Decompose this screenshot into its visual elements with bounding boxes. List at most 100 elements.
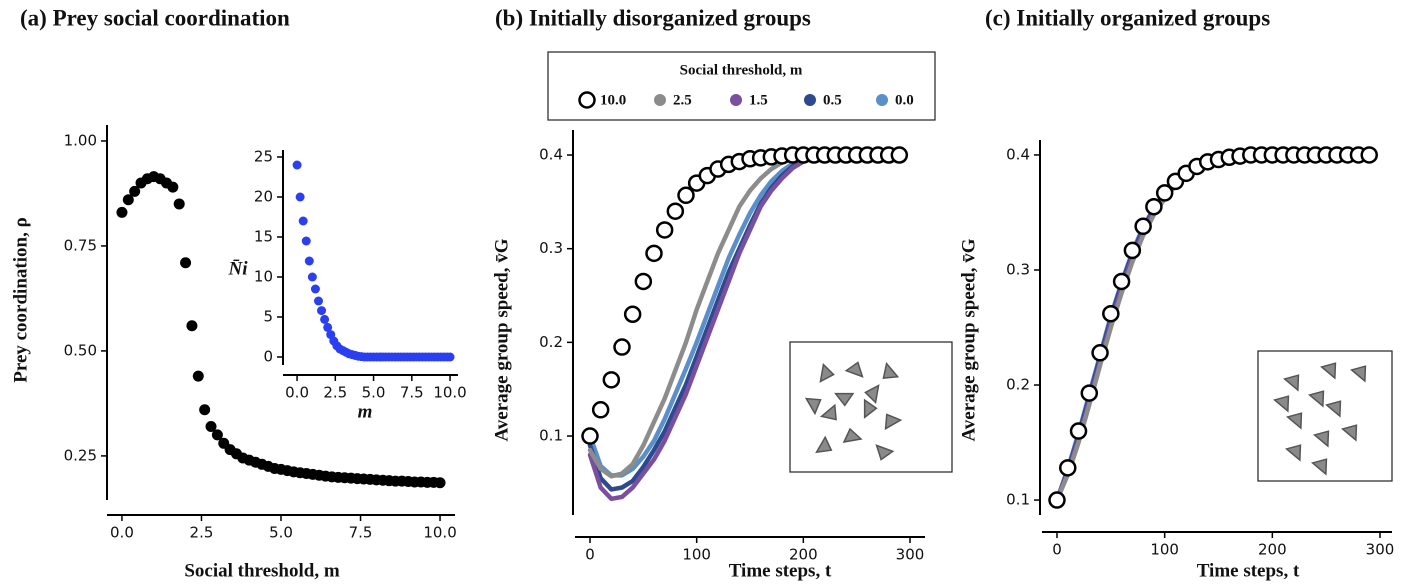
x-tick-label: 5.0 xyxy=(362,384,386,402)
y-tick-label: 0.4 xyxy=(1006,145,1030,163)
x-tick-label: 5.0 xyxy=(269,524,293,542)
data-point xyxy=(295,192,305,202)
data-point xyxy=(310,284,320,294)
y-tick-label: 0.50 xyxy=(64,341,97,359)
x-tick-label: 7.5 xyxy=(349,524,373,542)
legend: Social threshold, m 10.0 2.5 1.5 0.5 0.0 xyxy=(547,51,936,121)
y-tick-label: 0.2 xyxy=(1006,376,1030,394)
data-point xyxy=(1069,422,1088,440)
x-axis-label: Time steps, t xyxy=(1197,560,1300,581)
y-tick-label: 15 xyxy=(254,228,273,246)
y-tick-label: 10 xyxy=(254,268,273,286)
x-axis-label: m xyxy=(358,401,373,422)
x-tick-label: 300 xyxy=(896,546,925,564)
data-point xyxy=(655,221,674,239)
data-point xyxy=(323,322,333,332)
x-tick-label: 10.0 xyxy=(433,384,466,402)
data-point xyxy=(304,256,314,266)
data-point xyxy=(890,146,909,164)
panel-title: (a) Prey social coordination xyxy=(20,5,290,30)
legend-label: 0.5 xyxy=(823,92,842,108)
data-point xyxy=(116,206,128,218)
x-tick-label: 10.0 xyxy=(423,524,456,542)
y-tick-label: 0.2 xyxy=(539,333,563,351)
data-point xyxy=(167,181,179,193)
data-point xyxy=(192,370,204,382)
y-tick-label: 0.3 xyxy=(539,239,563,257)
x-tick-label: 0 xyxy=(585,546,595,564)
data-point xyxy=(1134,217,1152,236)
panel: (b) Initially disorganized groups 0.1 0.2 0… xyxy=(491,5,936,581)
data-point xyxy=(645,244,663,263)
legend-marker xyxy=(578,91,596,109)
data-point xyxy=(591,401,610,419)
x-tick-label: 100 xyxy=(1150,541,1179,559)
legend-label: 1.5 xyxy=(749,92,768,108)
x-tick-label: 300 xyxy=(1366,541,1395,559)
data-point xyxy=(317,306,327,316)
panel: 0 5 10 15 20 25 0.0 2.5 5.0 7.5 10.0 m N̄i xyxy=(228,148,467,423)
y-tick-label: 0.3 xyxy=(1006,260,1030,278)
x-tick-label: 200 xyxy=(1258,541,1287,559)
data-point xyxy=(173,198,185,210)
data-point xyxy=(1112,272,1131,291)
y-tick-label: 0.1 xyxy=(1006,491,1030,509)
data-point xyxy=(301,236,311,246)
data-point xyxy=(292,160,302,170)
y-tick-label: 0.4 xyxy=(539,146,563,164)
data-point xyxy=(129,185,141,197)
data-point xyxy=(211,429,223,441)
y-tick-label: 0.75 xyxy=(64,236,97,254)
y-axis-label: N̄i xyxy=(228,258,249,279)
y-tick-label: 20 xyxy=(254,188,273,206)
data-point xyxy=(581,427,599,445)
panel: (a) Prey social coordination 0.25 0.50 0.75… xyxy=(10,5,456,581)
y-axis-label: Prey coordination, ρ xyxy=(10,217,31,383)
data-point xyxy=(445,352,455,362)
data-point xyxy=(1091,344,1109,362)
legend-label: 2.5 xyxy=(673,92,692,108)
x-tick-label: 0.0 xyxy=(285,384,309,402)
panel-title: (b) Initially disorganized groups xyxy=(495,5,811,30)
x-tick-label: 200 xyxy=(789,546,818,564)
legend-marker xyxy=(876,94,888,106)
panel-title: (c) Initially organized groups xyxy=(985,5,1270,30)
data-point xyxy=(307,272,317,282)
data-point xyxy=(602,371,621,389)
data-point xyxy=(180,257,192,269)
data-point xyxy=(623,305,642,324)
legend-label: 0.0 xyxy=(895,92,914,108)
data-point xyxy=(1155,184,1174,202)
y-tick-label: 0.1 xyxy=(539,427,563,445)
x-tick-label: 2.5 xyxy=(323,384,347,402)
data-point xyxy=(313,296,323,306)
data-point xyxy=(613,338,631,356)
x-axis-label: Time steps, t xyxy=(729,560,832,581)
x-tick-label: 0.0 xyxy=(110,524,134,542)
y-axis-label: Average group speed, v̄G xyxy=(958,238,979,441)
x-tick-label: 100 xyxy=(682,546,711,564)
data-point xyxy=(1102,304,1120,323)
y-tick-label: 25 xyxy=(254,148,273,166)
y-tick-label: 5 xyxy=(263,308,273,326)
data-point xyxy=(1048,491,1066,509)
y-tick-label: 1.00 xyxy=(64,131,97,149)
x-axis-label: Social threshold, m xyxy=(184,560,340,581)
legend-marker xyxy=(804,94,816,106)
data-point xyxy=(677,186,695,205)
data-point xyxy=(205,421,217,433)
data-point xyxy=(1360,146,1378,164)
legend-marker xyxy=(654,94,666,106)
data-point xyxy=(186,320,198,332)
legend-marker xyxy=(730,94,742,106)
data-point xyxy=(1059,459,1077,477)
data-point xyxy=(634,272,653,291)
data-point xyxy=(1123,241,1142,260)
data-point xyxy=(298,216,308,226)
y-tick-label: 0.25 xyxy=(64,446,97,464)
data-point xyxy=(1080,384,1099,402)
x-tick-label: 7.5 xyxy=(400,384,424,402)
data-point xyxy=(199,404,211,416)
legend-box xyxy=(547,51,936,121)
